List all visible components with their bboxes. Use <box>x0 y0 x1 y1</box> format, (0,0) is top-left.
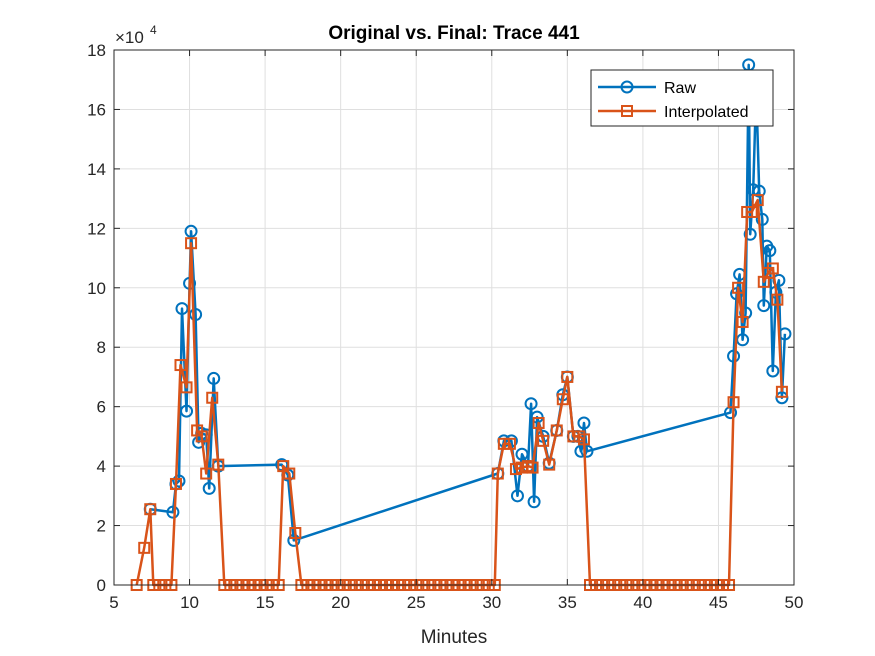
data-point-interpolated <box>277 460 290 473</box>
data-point-interpolated <box>174 359 187 372</box>
y-tick-label: 6 <box>97 398 106 417</box>
y-tick-label: 8 <box>97 338 106 357</box>
data-point-raw <box>727 349 741 363</box>
y-tick-label: 16 <box>87 100 106 119</box>
data-point-raw <box>510 489 524 503</box>
data-point-interpolated <box>751 194 764 207</box>
data-point-raw <box>752 184 766 198</box>
legend-raw-label: Raw <box>664 80 696 97</box>
data-point-raw <box>757 299 771 313</box>
x-tick-label: 15 <box>256 593 275 612</box>
data-point-interpolated <box>144 503 157 516</box>
data-point-raw <box>175 302 189 316</box>
legend-raw-marker <box>620 80 634 94</box>
data-point-interpolated <box>532 417 545 430</box>
data-point-raw <box>515 447 529 461</box>
data-point-raw <box>527 495 541 509</box>
data-point-raw <box>755 212 769 226</box>
data-point-interpolated <box>775 385 788 398</box>
axes-box <box>113 49 795 586</box>
data-point-raw <box>580 444 594 458</box>
data-point-interpolated <box>169 477 182 490</box>
data-point-interpolated <box>537 434 550 447</box>
x-axis-label: Minutes <box>421 627 488 648</box>
legend-interpolated-label: Interpolated <box>664 104 749 121</box>
data-point-interpolated <box>736 315 749 328</box>
y-exponent-base: ×10 <box>115 28 144 47</box>
data-point-raw <box>207 371 221 385</box>
data-point-raw <box>287 533 301 547</box>
x-tick-label: 50 <box>785 593 804 612</box>
data-point-interpolated <box>732 281 745 294</box>
x-tick-label: 20 <box>331 593 350 612</box>
data-point-interpolated <box>771 293 784 306</box>
data-point-raw <box>743 227 757 241</box>
data-point-interpolated <box>206 391 219 404</box>
data-point-interpolated <box>526 461 539 474</box>
data-point-interpolated <box>577 433 590 446</box>
data-point-raw <box>766 364 780 378</box>
data-point-interpolated <box>556 393 569 406</box>
plot-area <box>114 50 794 585</box>
data-point-interpolated <box>195 430 208 443</box>
data-point-raw <box>202 481 216 495</box>
data-point-interpolated <box>180 381 193 394</box>
data-point-interpolated <box>509 463 522 476</box>
data-point-interpolated <box>185 237 198 250</box>
data-point-raw <box>172 474 186 488</box>
y-tick-label: 4 <box>97 457 106 476</box>
data-point-raw <box>739 306 753 320</box>
legend-interpolated-marker <box>621 105 633 117</box>
legend: Raw Interpolated <box>590 69 774 127</box>
data-point-interpolated <box>561 370 574 383</box>
x-tick-label: 40 <box>633 593 652 612</box>
data-point-interpolated <box>200 467 213 480</box>
data-point-interpolated <box>543 458 556 471</box>
data-point-raw <box>763 244 777 258</box>
x-tick-label: 45 <box>709 593 728 612</box>
y-tick-label: 2 <box>97 517 106 536</box>
data-point-interpolated <box>283 467 296 480</box>
x-tick-label: 25 <box>407 593 426 612</box>
data-point-interpolated <box>212 458 225 471</box>
x-tick-label: 30 <box>482 593 501 612</box>
data-point-interpolated <box>491 467 504 480</box>
data-point-interpolated <box>727 396 740 409</box>
chart-title: Original vs. Final: Trace 441 <box>328 23 580 44</box>
x-axis-ticks: 5 10 15 20 25 30 35 40 45 50 <box>109 50 803 612</box>
data-point-raw <box>189 308 203 322</box>
y-tick-label: 18 <box>87 41 106 60</box>
x-tick-label: 5 <box>109 593 118 612</box>
x-tick-label: 35 <box>558 593 577 612</box>
y-tick-label: 12 <box>87 219 106 238</box>
y-axis-ticks: 0 2 4 6 8 10 12 14 16 18 <box>87 41 794 595</box>
y-tick-label: 10 <box>87 279 106 298</box>
y-tick-label: 14 <box>87 160 106 179</box>
data-point-raw <box>166 505 180 519</box>
data-point-interpolated <box>766 262 779 275</box>
y-exponent-power: 4 <box>150 23 157 37</box>
data-point-interpolated <box>745 205 758 218</box>
data-point-interpolated <box>503 437 516 450</box>
data-point-interpolated <box>289 526 302 539</box>
data-point-raw <box>574 444 588 458</box>
data-point-raw <box>180 404 194 418</box>
data-point-interpolated <box>550 424 563 437</box>
data-point-interpolated <box>138 541 151 554</box>
data-point-raw <box>184 224 198 238</box>
data-point-raw <box>524 397 538 411</box>
y-tick-label: 0 <box>97 576 106 595</box>
x-tick-label: 10 <box>180 593 199 612</box>
data-point-raw <box>577 416 591 430</box>
data-point-interpolated <box>497 437 510 450</box>
